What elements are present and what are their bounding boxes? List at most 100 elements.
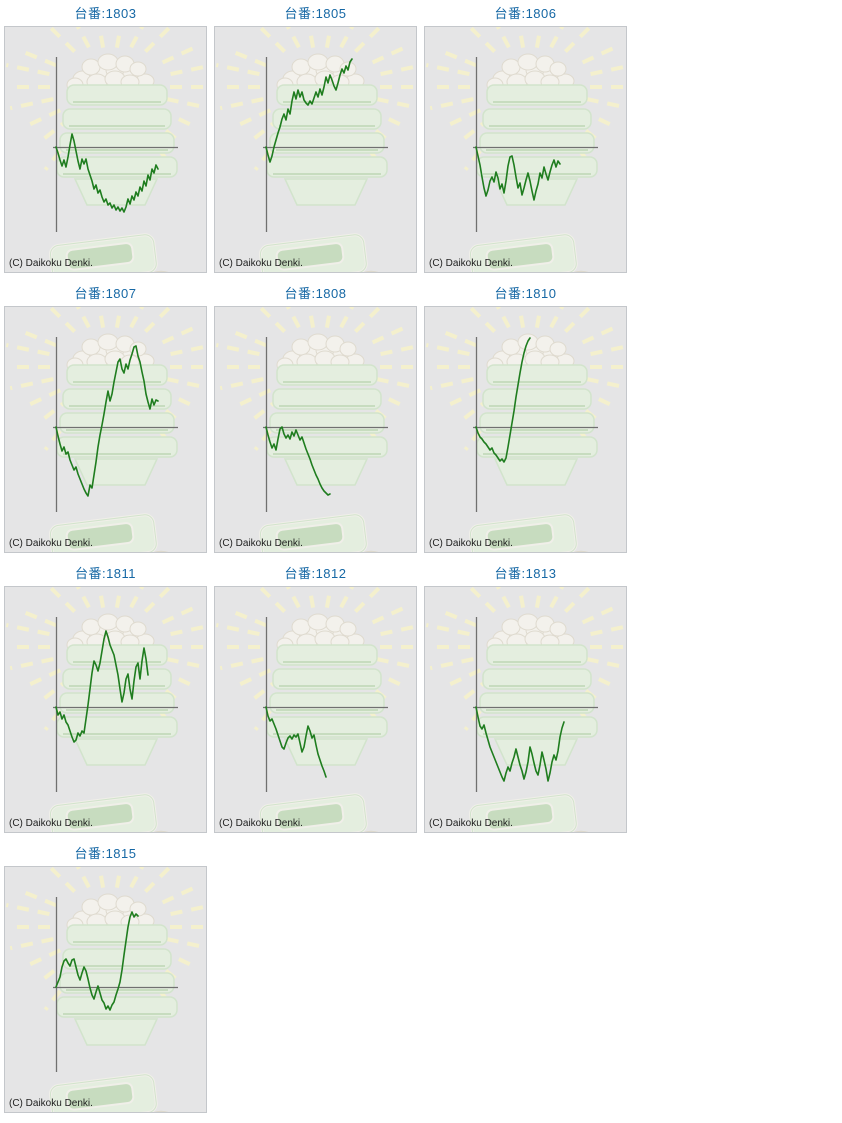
slump-graph-panel: (C) Daikoku Denki. [424,306,627,553]
light-ray [324,587,333,608]
slump-graph-svg [425,27,626,272]
chart-cell: 台番:1807 (C) Daikoku Denki. [4,283,207,553]
stacked-trays-icon [56,644,178,766]
light-ray [307,307,316,328]
bottom-tray-icon [468,513,578,552]
light-ray [429,97,474,111]
payout-line-series [475,337,531,463]
light-ray [114,587,123,608]
light-ray [436,47,477,68]
machine-number-title: 台番:1812 [284,566,347,581]
machine-number-title: 台番:1807 [74,286,137,301]
stacked-trays-icon [266,84,388,206]
light-ray [129,307,145,329]
chart-cell: 台番:1811 (C) Daikoku Denki. [4,563,207,833]
light-ray [586,97,626,110]
light-ray [590,344,626,357]
copyright-text: (C) Daikoku Denki. [9,818,93,829]
slump-graph-panel: (C) Daikoku Denki. [214,306,417,553]
light-ray [233,108,272,129]
light-ray [129,587,145,609]
coin-icon [573,270,589,272]
light-ray [233,388,272,409]
light-ray [5,903,50,917]
slump-graph-svg [215,587,416,832]
chart-cell: 台番:1810 (C) Daikoku Denki. [424,283,627,553]
chart-cell: 台番:1805 (C) Daikoku Denki. [214,3,417,273]
payout-line-series [265,426,331,496]
light-ray [534,587,543,608]
machine-number-title: 台番:1808 [284,286,347,301]
copyright-text: (C) Daikoku Denki. [219,818,303,829]
light-ray [324,27,333,48]
slump-graph-panel: (C) Daikoku Denki. [4,306,207,553]
light-ray [114,27,123,48]
light-ray [215,63,260,77]
bottom-tray-icon [468,793,578,832]
slump-graph-svg [425,307,626,552]
light-ray [467,27,497,54]
light-ray [9,657,54,671]
light-ray [75,587,91,609]
light-ray [226,607,267,628]
coin-icon [363,550,379,552]
light-ray [549,307,565,329]
coin-icon [153,550,169,552]
slump-graph-panel: (C) Daikoku Denki. [214,26,417,273]
light-ray [129,867,145,889]
slump-graph-panel: (C) Daikoku Denki. [4,26,207,273]
light-ray [425,63,470,77]
stacked-trays-icon [476,364,598,486]
slump-graph-panel: (C) Daikoku Denki. [4,586,207,833]
light-ray [339,27,355,49]
light-ray [23,108,62,129]
light-ray [9,377,54,391]
background-illustration [5,307,206,552]
light-ray [143,587,172,614]
light-ray [581,602,622,625]
light-ray [586,377,626,390]
light-ray [307,587,316,608]
slump-graph-svg [215,307,416,552]
light-ray [47,867,77,894]
machine-number-title: 台番:1813 [494,566,557,581]
light-ray [581,42,622,65]
light-ray [257,27,287,54]
coin-icon [363,270,379,272]
light-ray [285,587,301,609]
payout-line-series [265,58,353,163]
light-ray [23,948,62,969]
background-illustration [425,27,626,272]
light-ray [170,344,206,357]
light-ray [549,27,565,49]
slump-graph-panel: (C) Daikoku Denki. [214,586,417,833]
light-ray [371,602,412,625]
light-ray [170,64,206,77]
chart-cell: 台番:1815 (C) Daikoku Denki. [4,843,207,1113]
slump-graph-svg [5,587,206,832]
coin-icon [363,830,379,832]
light-ray [47,27,77,54]
bottom-tray-icon [258,233,368,272]
light-ray [467,587,497,614]
light-ray [166,657,206,670]
coin-icon [573,550,589,552]
machine-number-title: 台番:1815 [74,846,137,861]
bottom-tray-icon [468,233,578,272]
chart-cell: 台番:1808 (C) Daikoku Denki. [214,283,417,553]
stacked-trays-icon [266,364,388,486]
background-illustration [425,587,626,832]
light-ray [376,97,416,110]
payout-line-series [55,133,159,213]
slump-graph-svg [5,307,206,552]
light-ray [16,607,57,628]
light-ray [371,322,412,345]
light-ray [219,97,264,111]
light-ray [23,388,62,409]
background-illustration [215,27,416,272]
light-ray [443,388,482,409]
light-ray [143,307,172,334]
light-ray [161,882,202,905]
light-ray [16,887,57,908]
